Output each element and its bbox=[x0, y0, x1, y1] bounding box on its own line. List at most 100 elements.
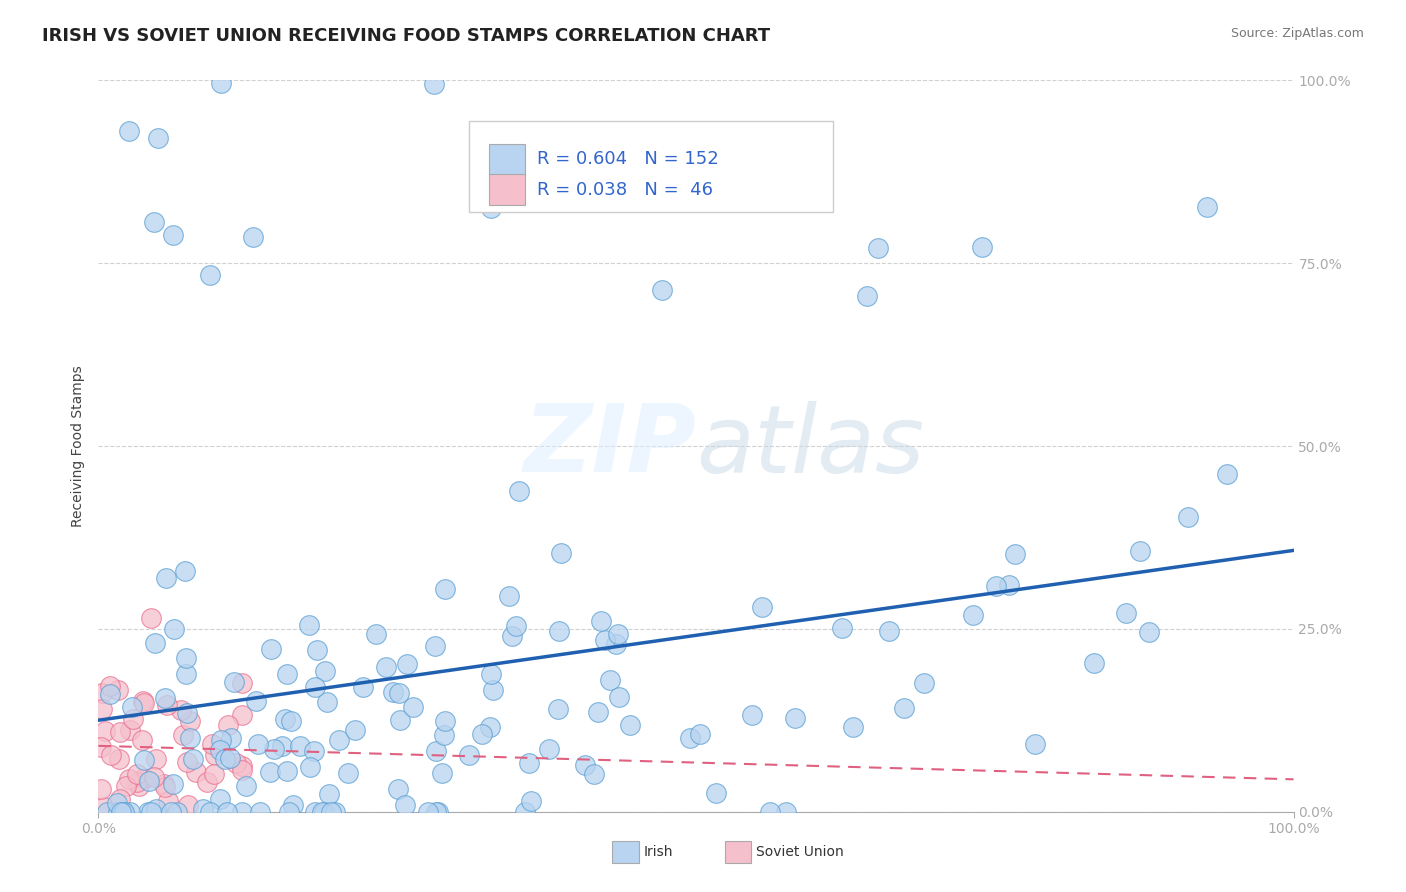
FancyBboxPatch shape bbox=[724, 841, 751, 863]
Point bbox=[276, 667, 298, 681]
Text: Soviet Union: Soviet Union bbox=[756, 845, 844, 859]
Point bbox=[162, 227, 184, 242]
Point bbox=[418, 805, 440, 819]
Point bbox=[912, 676, 935, 690]
Point bbox=[434, 714, 457, 728]
Point bbox=[316, 694, 339, 708]
Point bbox=[162, 777, 184, 791]
Point bbox=[856, 289, 879, 303]
Point bbox=[173, 564, 195, 578]
Point bbox=[274, 712, 297, 726]
Point bbox=[593, 633, 616, 648]
Point bbox=[311, 805, 333, 819]
Point bbox=[176, 706, 198, 721]
Point bbox=[423, 640, 446, 654]
Point bbox=[501, 629, 523, 643]
Point bbox=[242, 229, 264, 244]
Point bbox=[651, 284, 673, 298]
Point bbox=[231, 676, 253, 690]
Point bbox=[1137, 625, 1160, 640]
Point bbox=[96, 805, 118, 819]
Text: ZIP: ZIP bbox=[523, 400, 696, 492]
Point bbox=[1024, 737, 1046, 751]
Point bbox=[962, 607, 984, 622]
Point bbox=[276, 764, 298, 778]
Point bbox=[202, 767, 225, 781]
Point bbox=[831, 621, 853, 635]
Point bbox=[1004, 547, 1026, 561]
Point bbox=[179, 714, 201, 728]
Point bbox=[174, 667, 197, 681]
Text: R = 0.604   N = 152: R = 0.604 N = 152 bbox=[537, 151, 718, 169]
Point bbox=[247, 737, 270, 751]
Point bbox=[425, 744, 447, 758]
Point bbox=[591, 614, 613, 628]
Point bbox=[100, 747, 122, 762]
Point bbox=[336, 766, 359, 780]
Point bbox=[394, 797, 416, 812]
Point bbox=[319, 805, 342, 819]
Point bbox=[219, 751, 242, 765]
Point bbox=[574, 758, 596, 772]
Point bbox=[457, 747, 479, 762]
Point bbox=[155, 571, 177, 585]
Point bbox=[343, 723, 366, 737]
Point bbox=[389, 713, 412, 727]
Point bbox=[90, 702, 112, 716]
Point bbox=[271, 739, 294, 753]
Point bbox=[159, 805, 181, 819]
Point bbox=[328, 733, 350, 747]
Point bbox=[433, 728, 456, 742]
Point bbox=[775, 805, 797, 819]
Point bbox=[138, 773, 160, 788]
Point bbox=[304, 680, 326, 694]
Point bbox=[118, 772, 141, 786]
Point bbox=[290, 739, 312, 754]
Point bbox=[195, 775, 218, 789]
Point bbox=[741, 708, 763, 723]
Point bbox=[138, 805, 160, 819]
Point bbox=[201, 737, 224, 751]
Point bbox=[352, 680, 374, 694]
Point bbox=[217, 717, 239, 731]
Point bbox=[179, 731, 201, 745]
Point bbox=[176, 798, 198, 813]
Point bbox=[115, 779, 138, 793]
Point bbox=[143, 636, 166, 650]
Point bbox=[388, 686, 411, 700]
Point bbox=[90, 782, 112, 797]
Point bbox=[128, 779, 150, 793]
Point bbox=[222, 674, 245, 689]
Point bbox=[588, 705, 610, 719]
Point bbox=[174, 650, 197, 665]
Point bbox=[208, 743, 231, 757]
Point bbox=[200, 268, 222, 283]
Point bbox=[263, 742, 285, 756]
Point bbox=[249, 805, 271, 819]
Point bbox=[260, 641, 283, 656]
Point bbox=[98, 687, 121, 701]
Point bbox=[402, 700, 425, 714]
Point bbox=[231, 708, 253, 723]
Point bbox=[181, 752, 204, 766]
Point bbox=[430, 765, 453, 780]
Point bbox=[606, 627, 628, 641]
Point bbox=[146, 131, 169, 145]
Point bbox=[145, 801, 167, 815]
Point bbox=[108, 725, 131, 739]
Point bbox=[118, 124, 141, 138]
Point bbox=[145, 752, 167, 766]
Point bbox=[505, 618, 527, 632]
Point bbox=[139, 805, 162, 819]
Point bbox=[298, 617, 321, 632]
Point bbox=[520, 794, 543, 808]
Point bbox=[184, 764, 207, 779]
Point bbox=[98, 680, 121, 694]
Point bbox=[984, 578, 1007, 592]
Point bbox=[163, 623, 186, 637]
Point bbox=[132, 771, 155, 785]
Point bbox=[125, 775, 148, 789]
Point bbox=[689, 727, 711, 741]
Point bbox=[278, 805, 301, 819]
Point bbox=[471, 727, 494, 741]
